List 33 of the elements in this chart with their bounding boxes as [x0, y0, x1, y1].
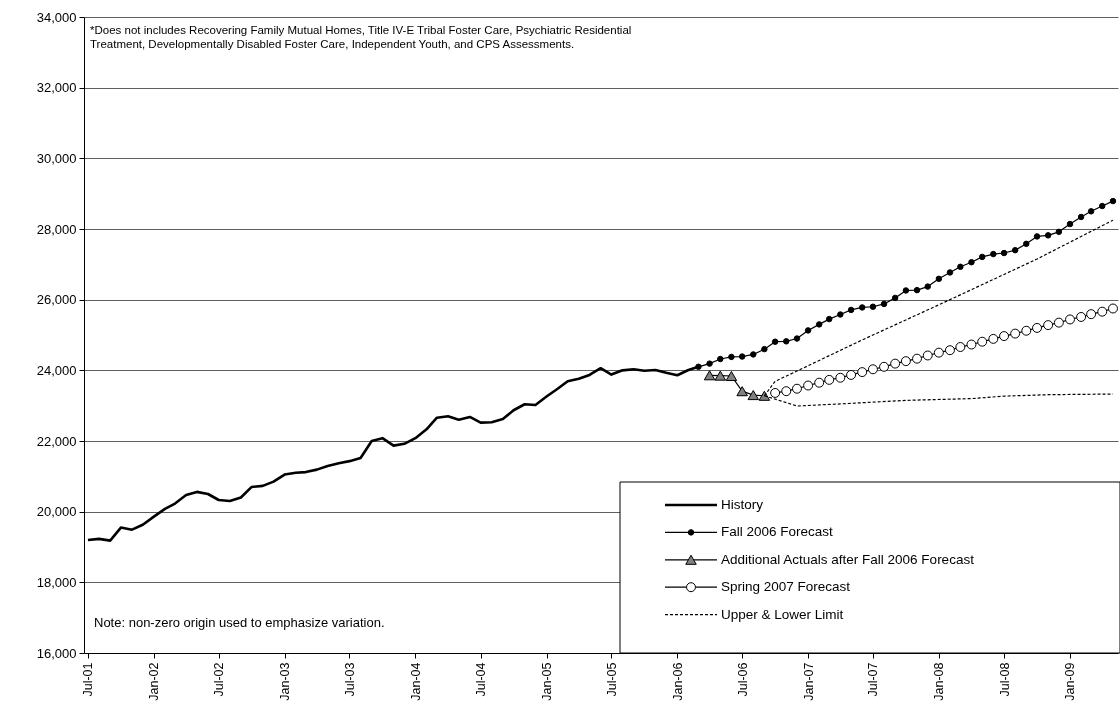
x-tick-label: Jul-03: [342, 662, 357, 697]
x-tick-label: Jan-07: [801, 662, 816, 701]
y-tick-label: 18,000: [36, 574, 77, 590]
x-tick-label: Jul-02: [212, 662, 227, 697]
y-tick-label: 16,000: [36, 645, 77, 661]
x-tick-label: Jul-05: [604, 662, 619, 697]
x-tick-label: Jul-04: [474, 662, 489, 697]
x-tick-label: Jul-01: [81, 662, 96, 697]
x-tick-label: Jan-09: [1063, 662, 1078, 701]
x-tick-label: Jul-08: [997, 662, 1012, 697]
x-tick-label: Jul-07: [866, 662, 881, 697]
legend-label: Upper & Lower Limit: [721, 606, 844, 622]
y-tick-label: 26,000: [36, 292, 77, 308]
y-tick-label: 20,000: [36, 504, 77, 520]
annotation: *Does not includes Recovering Family Mutual Homes, Title IV-E Tribal Foster Care, Psychiatric Residential Treatment, Developmentally Disabled Foster Care, Independent Youth, and CPS Assessments.: [90, 24, 632, 50]
y-tick-label: 32,000: [36, 80, 77, 96]
x-tick-label: Jul-06: [735, 662, 750, 697]
legend-label: History: [721, 497, 764, 512]
y-tick-label: 28,000: [36, 221, 77, 237]
legend-label: Fall 2006 Forecast: [721, 524, 834, 540]
y-tick-label: 24,000: [36, 362, 77, 378]
x-tick-label: Jan-04: [408, 662, 423, 701]
x-tick-label: Jan-05: [540, 662, 555, 701]
annotation: Note: non-zero origin used to emphasize variation.: [94, 615, 385, 630]
x-tick-label: Jan-03: [278, 662, 293, 701]
x-tick-label: Jan-08: [932, 662, 947, 701]
x-tick-label: Jan-06: [670, 662, 685, 701]
x-tick-label: Jan-02: [147, 662, 162, 701]
legend-label: Spring 2007 Forecast: [721, 579, 851, 595]
y-tick-label: 30,000: [36, 150, 77, 166]
y-tick-label: 34,000: [36, 9, 77, 25]
legend-label: Additional Actuals after Fall 2006 Forecast: [721, 551, 975, 567]
y-tick-label: 22,000: [36, 433, 77, 449]
